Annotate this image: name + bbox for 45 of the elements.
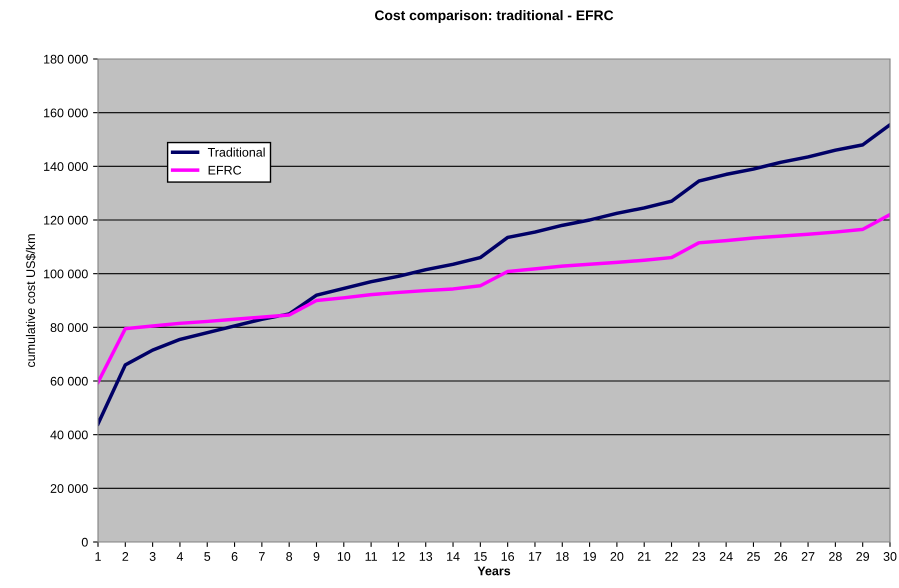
x-tick-label: 24 — [720, 552, 733, 561]
x-tick-label: 30 — [884, 552, 896, 561]
x-tick-label: 18 — [556, 552, 569, 561]
y-tick-label: 100 000 — [44, 269, 88, 278]
x-tick-label: 27 — [802, 552, 814, 561]
x-tick-label: 3 — [150, 552, 156, 561]
x-tick-label: 13 — [420, 552, 432, 561]
y-tick-label: 20 000 — [50, 484, 88, 493]
x-tick-label: 7 — [259, 552, 265, 561]
x-axis-title: Years — [478, 566, 510, 576]
x-tick-label: 5 — [204, 552, 210, 561]
y-tick-label: 160 000 — [44, 108, 88, 118]
y-tick-label: 60 000 — [50, 376, 88, 386]
legend-label: EFRC — [208, 166, 242, 175]
y-axis-title: cumulative cost US$/km — [26, 234, 36, 367]
x-tick-label: 1 — [95, 552, 101, 561]
x-tick-label: 15 — [474, 552, 487, 561]
x-tick-label: 10 — [338, 552, 350, 561]
x-tick-label: 25 — [747, 552, 760, 561]
y-tick-label: 180 000 — [44, 54, 88, 64]
chart-title: Cost comparison: traditional - EFRC — [374, 10, 614, 23]
y-tick-label: 80 000 — [50, 323, 88, 332]
x-tick-label: 28 — [829, 552, 842, 561]
x-tick-label: 17 — [528, 552, 542, 561]
x-tick-label: 6 — [232, 552, 238, 561]
y-tick-label: 120 000 — [44, 216, 88, 225]
x-tick-label: 14 — [447, 552, 460, 561]
x-tick-label: 29 — [856, 552, 870, 561]
x-tick-label: 4 — [176, 552, 184, 561]
x-tick-label: 8 — [286, 552, 292, 561]
x-tick-label: 19 — [584, 552, 596, 561]
x-tick-label: 23 — [692, 552, 706, 561]
x-tick-label: 26 — [774, 552, 788, 561]
x-tick-label: 2 — [122, 552, 128, 561]
x-tick-label: 12 — [392, 552, 405, 561]
x-tick-label: 20 — [610, 552, 624, 561]
y-tick-label: 40 000 — [50, 430, 88, 440]
x-tick-label: 16 — [502, 552, 514, 561]
x-tick-label: 21 — [638, 552, 651, 561]
x-tick-label: 9 — [314, 552, 320, 561]
legend-label: Traditional — [208, 148, 265, 157]
y-tick-label: 140 000 — [44, 162, 88, 171]
x-tick-label: 22 — [665, 552, 678, 561]
y-tick-label: 0 — [82, 538, 88, 547]
x-tick-label: 11 — [366, 552, 377, 561]
